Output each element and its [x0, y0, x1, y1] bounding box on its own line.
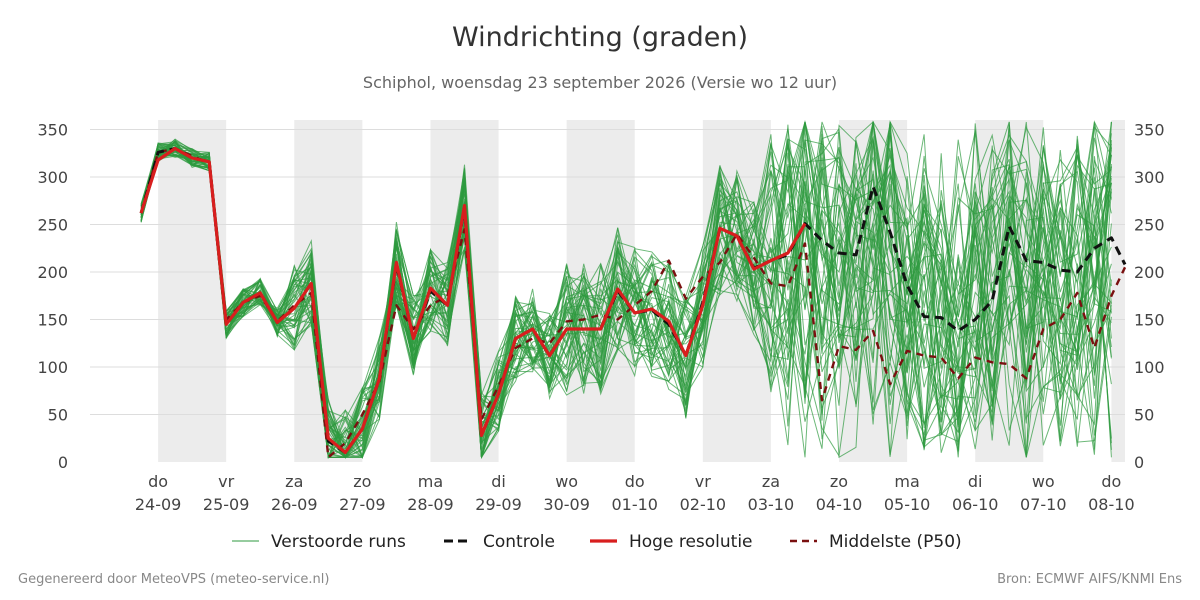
- x-tick-date-label: 05-10: [884, 495, 931, 514]
- x-tick-date-label: 27-09: [339, 495, 386, 514]
- chart-subtitle: Schiphol, woensdag 23 september 2026 (Ve…: [362, 73, 838, 92]
- x-tick-date-label: 04-10: [816, 495, 863, 514]
- x-tick-day-label: ma: [894, 472, 919, 491]
- legend-item-ensemble-label: Verstoorde runs: [271, 532, 406, 552]
- y-tick-label-right: 0: [1134, 453, 1144, 472]
- legend-item-median-label: Middelste (P50): [829, 532, 962, 552]
- x-tick-date-label: 08-10: [1088, 495, 1135, 514]
- ensemble-lines: [140, 119, 1112, 460]
- y-tick-label-left: 50: [48, 406, 68, 425]
- x-tick-date-label: 24-09: [135, 495, 182, 514]
- x-tick-day-label: za: [285, 472, 303, 491]
- y-tick-label-left: 300: [37, 168, 68, 187]
- axis-labels: 0 0 50 50 100 100 150 150 200 200 250 250 300 300 350 3…: [37, 121, 1164, 515]
- y-tick-label-right: 300: [1134, 168, 1165, 187]
- x-tick-day-label: wo: [555, 472, 578, 491]
- ensemble-run-line: [140, 121, 1112, 459]
- footer-generated-by: Gegenereerd door MeteoVPS (meteo-service…: [18, 572, 330, 587]
- x-tick-date-label: 03-10: [748, 495, 795, 514]
- x-tick-day-label: di: [968, 472, 983, 491]
- y-tick-label-right: 200: [1134, 263, 1165, 282]
- ensemble-run-line: [140, 121, 1112, 445]
- night-band: [1111, 120, 1125, 462]
- legend-item-high-resolution-label: Hoge resolutie: [629, 532, 753, 552]
- legend-item-control-label: Controle: [483, 532, 555, 552]
- x-tick-day-label: do: [1101, 472, 1121, 491]
- x-tick-date-label: 26-09: [271, 495, 318, 514]
- x-tick-date-label: 28-09: [407, 495, 454, 514]
- y-tick-label-right: 250: [1134, 216, 1165, 235]
- high-resolution-line: [139, 146, 807, 455]
- x-tick-day-label: ma: [418, 472, 443, 491]
- y-tick-label-right: 350: [1134, 121, 1165, 140]
- x-tick-day-label: zo: [830, 472, 848, 491]
- x-tick-day-label: vr: [695, 472, 711, 491]
- x-tick-day-label: do: [148, 472, 168, 491]
- y-tick-label-left: 150: [37, 311, 68, 330]
- main-series-lines: [139, 146, 1127, 459]
- y-tick-label-right: 50: [1134, 406, 1154, 425]
- x-tick-date-label: 06-10: [952, 495, 999, 514]
- footer-source: Bron: ECMWF AIFS/KNMI Ens: [997, 572, 1182, 587]
- y-tick-label-left: 0: [58, 453, 68, 472]
- x-tick-day-label: di: [491, 472, 506, 491]
- x-tick-day-label: za: [762, 472, 780, 491]
- y-tick-label-left: 100: [37, 358, 68, 377]
- x-tick-date-label: 29-09: [475, 495, 522, 514]
- x-tick-date-label: 25-09: [203, 495, 250, 514]
- ensemble-run-line: [140, 124, 1112, 459]
- x-tick-date-label: 02-10: [680, 495, 727, 514]
- night-band: [158, 120, 227, 462]
- x-tick-day-label: wo: [1032, 472, 1055, 491]
- x-tick-day-label: do: [625, 472, 645, 491]
- x-tick-date-label: 30-09: [543, 495, 590, 514]
- control-line: [139, 147, 1127, 454]
- y-tick-label-left: 250: [37, 216, 68, 235]
- x-tick-day-label: zo: [353, 472, 371, 491]
- ensemble-run-line: [140, 140, 1112, 460]
- y-tick-label-left: 200: [37, 263, 68, 282]
- legend: Verstoorde runs Controle Hoge resolutie Mid…: [232, 532, 962, 552]
- chart-title: Windrichting (graden): [451, 22, 749, 53]
- y-tick-label-right: 150: [1134, 311, 1165, 330]
- x-tick-date-label: 01-10: [611, 495, 658, 514]
- y-tick-label-right: 100: [1134, 358, 1165, 377]
- ensemble-run-line: [140, 125, 1112, 459]
- x-tick-date-label: 07-10: [1020, 495, 1067, 514]
- x-tick-day-label: vr: [218, 472, 234, 491]
- y-tick-label-left: 350: [37, 121, 68, 140]
